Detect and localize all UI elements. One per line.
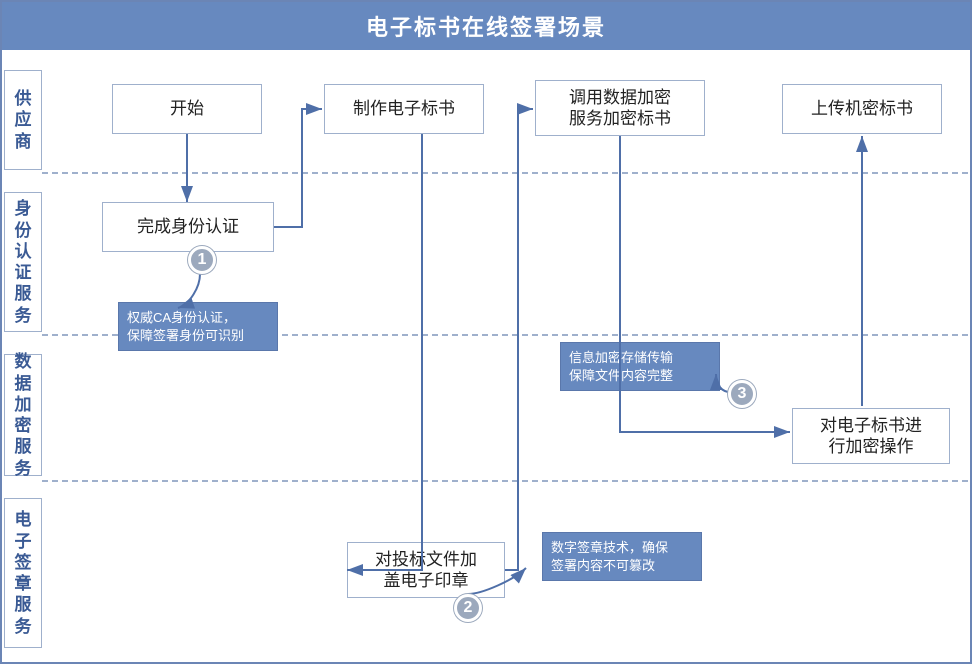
note-box-n2: 数字签章技术，确保 签署内容不可篡改 (542, 532, 702, 581)
lane-separator (42, 172, 968, 174)
diagram-canvas: 电子标书在线签署场景 供 应 商身 份 认 证 服 务数 据 加 密 服 务电 … (0, 0, 972, 664)
lane-label: 供 应 商 (4, 70, 42, 170)
lane-label: 身 份 认 证 服 务 (4, 192, 42, 332)
lane-separator (42, 480, 968, 482)
lane-label: 电 子 签 章 服 务 (4, 498, 42, 648)
lane-label: 数 据 加 密 服 务 (4, 354, 42, 476)
note-box-n3: 信息加密存储传输 保障文件内容完整 (560, 342, 720, 391)
step-badge-1: 1 (188, 246, 216, 274)
process-box-enc_op: 对电子标书进 行加密操作 (792, 408, 950, 464)
flow-arrow (274, 109, 322, 227)
flow-arrow (505, 109, 533, 570)
flow-arrow (347, 134, 422, 570)
process-box-stamp: 对投标文件加 盖电子印章 (347, 542, 505, 598)
note-box-n1: 权威CA身份认证， 保障签署身份可识别 (118, 302, 278, 351)
diagram-title: 电子标书在线签署场景 (2, 2, 970, 50)
process-box-start: 开始 (112, 84, 262, 134)
process-box-make: 制作电子标书 (324, 84, 484, 134)
process-box-auth: 完成身份认证 (102, 202, 274, 252)
step-badge-3: 3 (728, 380, 756, 408)
step-badge-2: 2 (454, 594, 482, 622)
process-box-encrypt_call: 调用数据加密 服务加密标书 (535, 80, 705, 136)
process-box-upload: 上传机密标书 (782, 84, 942, 134)
